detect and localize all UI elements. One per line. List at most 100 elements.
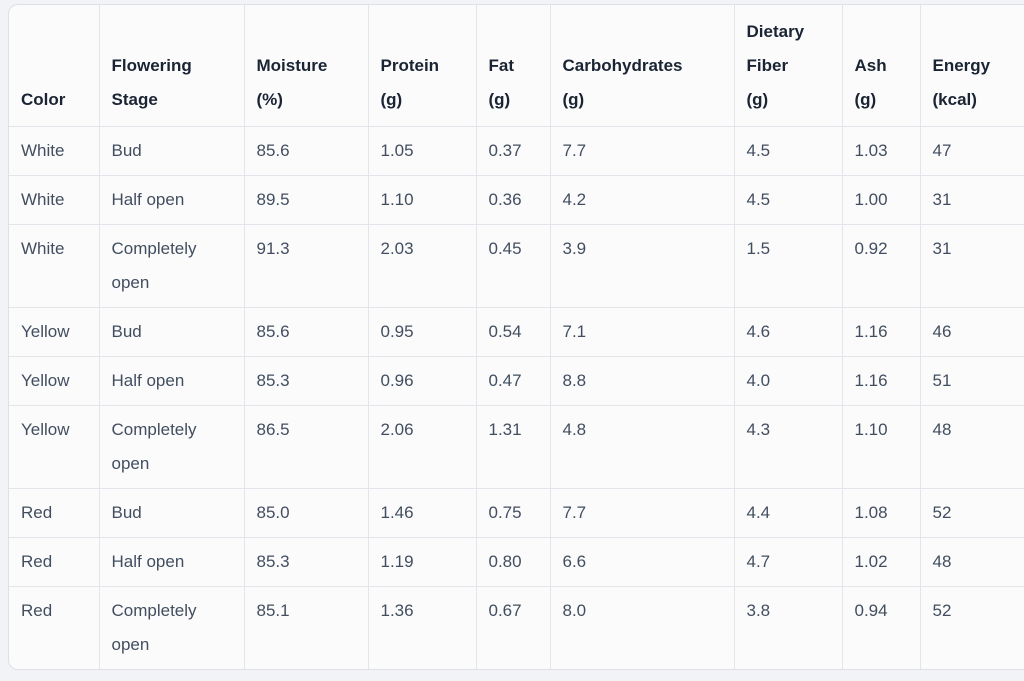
cell-energy: 51 (920, 356, 1024, 406)
cell-ash: 1.08 (842, 488, 921, 538)
cell-dietary-fiber: 4.5 (734, 175, 843, 225)
column-label: Fat (488, 56, 515, 75)
cell-color: Yellow (9, 405, 100, 489)
cell-flowering-stage: Completely open (99, 405, 245, 489)
header-row: Color Flowering Stage Moisture (%) Prote… (9, 5, 1024, 127)
column-unit: (g) (380, 90, 403, 109)
cell-energy: 31 (920, 224, 1024, 308)
cell-carbohydrates: 7.7 (550, 488, 735, 538)
cell-carbohydrates: 3.9 (550, 224, 735, 308)
column-header-dietary-fiber: Dietary Fiber (g) (734, 5, 843, 127)
cell-dietary-fiber: 4.5 (734, 126, 843, 176)
cell-dietary-fiber: 4.0 (734, 356, 843, 406)
cell-carbohydrates: 8.8 (550, 356, 735, 406)
cell-energy: 47 (920, 126, 1024, 176)
cell-dietary-fiber: 4.7 (734, 537, 843, 587)
cell-fat: 0.80 (476, 537, 551, 587)
cell-dietary-fiber: 4.4 (734, 488, 843, 538)
cell-flowering-stage: Half open (99, 356, 245, 406)
cell-moisture: 85.1 (244, 586, 369, 669)
cell-carbohydrates: 7.7 (550, 126, 735, 176)
cell-carbohydrates: 6.6 (550, 537, 735, 587)
cell-flowering-stage: Half open (99, 175, 245, 225)
column-unit: (kcal) (932, 90, 977, 109)
cell-moisture: 89.5 (244, 175, 369, 225)
cell-protein: 1.05 (368, 126, 477, 176)
cell-color: Red (9, 488, 100, 538)
cell-ash: 1.02 (842, 537, 921, 587)
cell-fat: 0.67 (476, 586, 551, 669)
table-row: White Bud 85.6 1.05 0.37 7.7 4.5 1.03 47 (9, 126, 1024, 176)
cell-protein: 0.96 (368, 356, 477, 406)
cell-protein: 1.10 (368, 175, 477, 225)
table-row: Red Completely open 85.1 1.36 0.67 8.0 3… (9, 586, 1024, 669)
cell-flowering-stage: Bud (99, 488, 245, 538)
cell-color: White (9, 175, 100, 225)
cell-flowering-stage: Bud (99, 307, 245, 357)
cell-protein: 1.19 (368, 537, 477, 587)
column-header-energy: Energy (kcal) (920, 5, 1024, 127)
cell-ash: 0.92 (842, 224, 921, 308)
cell-ash: 1.16 (842, 307, 921, 357)
cell-moisture: 85.6 (244, 307, 369, 357)
column-unit: (g) (562, 90, 585, 109)
cell-protein: 1.46 (368, 488, 477, 538)
cell-energy: 52 (920, 488, 1024, 538)
cell-moisture: 86.5 (244, 405, 369, 489)
cell-ash: 1.00 (842, 175, 921, 225)
cell-protein: 2.06 (368, 405, 477, 489)
cell-dietary-fiber: 1.5 (734, 224, 843, 308)
column-label: Color (21, 90, 66, 109)
table-row: White Completely open 91.3 2.03 0.45 3.9… (9, 224, 1024, 308)
cell-energy: 52 (920, 586, 1024, 669)
column-unit: (g) (746, 90, 769, 109)
cell-ash: 1.16 (842, 356, 921, 406)
cell-ash: 1.03 (842, 126, 921, 176)
cell-ash: 1.10 (842, 405, 921, 489)
cell-moisture: 85.0 (244, 488, 369, 538)
column-header-ash: Ash (g) (842, 5, 921, 127)
cell-carbohydrates: 8.0 (550, 586, 735, 669)
cell-protein: 1.36 (368, 586, 477, 669)
cell-energy: 48 (920, 405, 1024, 489)
cell-color: White (9, 224, 100, 308)
cell-dietary-fiber: 4.6 (734, 307, 843, 357)
column-label: Ash (854, 56, 887, 75)
cell-flowering-stage: Bud (99, 126, 245, 176)
column-label: Carbohydrates (562, 56, 683, 75)
cell-energy: 31 (920, 175, 1024, 225)
column-header-moisture: Moisture (%) (244, 5, 369, 127)
nutrition-table: Color Flowering Stage Moisture (%) Prote… (9, 5, 1024, 669)
cell-color: Red (9, 537, 100, 587)
cell-flowering-stage: Completely open (99, 224, 245, 308)
cell-fat: 0.47 (476, 356, 551, 406)
table-row: Yellow Bud 85.6 0.95 0.54 7.1 4.6 1.16 4… (9, 307, 1024, 357)
column-header-carbohydrates: Carbohydrates (g) (550, 5, 735, 127)
cell-energy: 48 (920, 537, 1024, 587)
column-header-flowering-stage: Flowering Stage (99, 5, 245, 127)
cell-carbohydrates: 4.8 (550, 405, 735, 489)
cell-energy: 46 (920, 307, 1024, 357)
column-label: Flowering Stage (111, 56, 192, 109)
cell-fat: 1.31 (476, 405, 551, 489)
column-label: Moisture (256, 56, 328, 75)
table-row: White Half open 89.5 1.10 0.36 4.2 4.5 1… (9, 175, 1024, 225)
column-label: Dietary Fiber (746, 22, 805, 75)
table-row: Red Bud 85.0 1.46 0.75 7.7 4.4 1.08 52 (9, 488, 1024, 538)
column-header-color: Color (9, 5, 100, 127)
cell-color: Red (9, 586, 100, 669)
column-unit: (g) (854, 90, 877, 109)
cell-moisture: 85.6 (244, 126, 369, 176)
column-header-protein: Protein (g) (368, 5, 477, 127)
cell-moisture: 91.3 (244, 224, 369, 308)
cell-fat: 0.37 (476, 126, 551, 176)
cell-flowering-stage: Half open (99, 537, 245, 587)
cell-fat: 0.54 (476, 307, 551, 357)
cell-carbohydrates: 7.1 (550, 307, 735, 357)
table-row: Red Half open 85.3 1.19 0.80 6.6 4.7 1.0… (9, 537, 1024, 587)
table-row: Yellow Completely open 86.5 2.06 1.31 4.… (9, 405, 1024, 489)
cell-carbohydrates: 4.2 (550, 175, 735, 225)
table-row: Yellow Half open 85.3 0.96 0.47 8.8 4.0 … (9, 356, 1024, 406)
cell-protein: 2.03 (368, 224, 477, 308)
cell-dietary-fiber: 4.3 (734, 405, 843, 489)
